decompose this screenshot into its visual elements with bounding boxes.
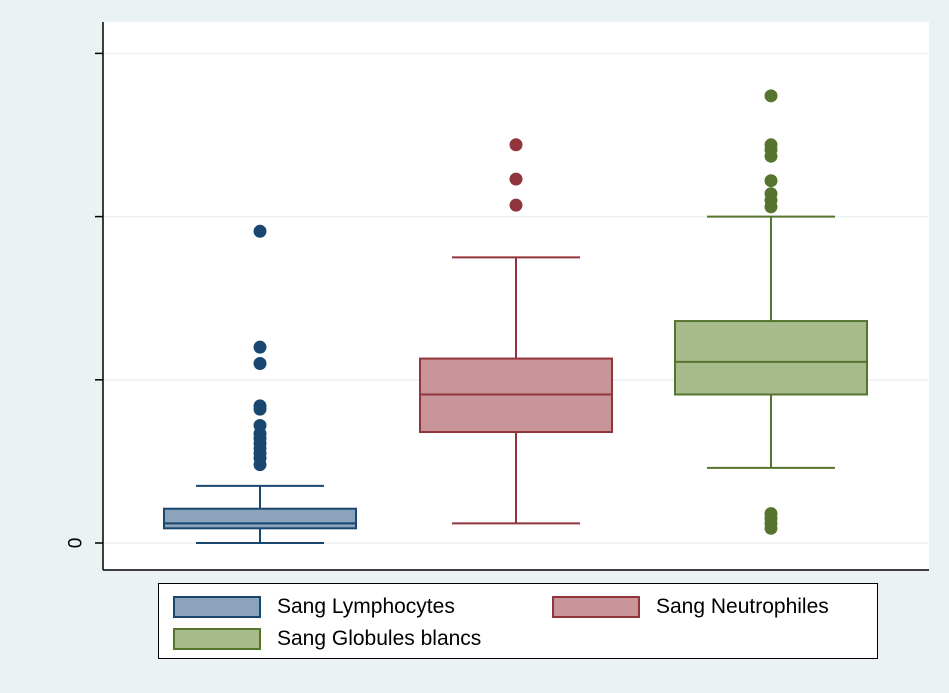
outlier-point-0-9 bbox=[253, 399, 267, 413]
legend-label-lymphocytes: Sang Lymphocytes bbox=[277, 595, 455, 618]
y-axis-ticks: 0 bbox=[66, 52, 103, 549]
outlier-point-2-7 bbox=[764, 174, 778, 188]
y-tick-label-0: 0 bbox=[66, 538, 87, 549]
outlier-point-2-6 bbox=[764, 187, 778, 201]
outlier-point-0-12 bbox=[253, 224, 267, 238]
outlier-point-2-3 bbox=[764, 507, 778, 521]
legend-item-lymphocytes: Sang Lymphocytes bbox=[173, 593, 455, 621]
outlier-point-1-2 bbox=[509, 138, 523, 152]
boxes bbox=[163, 89, 868, 544]
legend-swatch-globules-blancs bbox=[173, 628, 261, 650]
outlier-point-0-11 bbox=[253, 340, 267, 354]
legend-swatch-lymphocytes bbox=[173, 596, 261, 618]
iqr-box-0 bbox=[163, 507, 357, 530]
outlier-point-2-11 bbox=[764, 89, 778, 103]
outlier-point-1-1 bbox=[509, 172, 523, 186]
legend-label-neutrophiles: Sang Neutrophiles bbox=[656, 595, 829, 618]
box-series-2 bbox=[674, 89, 868, 535]
outlier-point-2-10 bbox=[764, 138, 778, 152]
legend-item-neutrophiles: Sang Neutrophiles bbox=[552, 593, 829, 621]
legend: Sang Lymphocytes Sang Neutrophiles Sang … bbox=[158, 583, 878, 659]
legend-item-globules-blancs: Sang Globules blancs bbox=[173, 625, 481, 653]
outlier-point-0-10 bbox=[253, 356, 267, 370]
legend-label-globules-blancs: Sang Globules blancs bbox=[277, 627, 482, 650]
outlier-point-0-7 bbox=[253, 418, 267, 432]
box-series-1 bbox=[419, 138, 613, 525]
outlier-point-1-0 bbox=[509, 198, 523, 212]
legend-swatch-neutrophiles bbox=[552, 596, 640, 618]
box-series-0 bbox=[163, 224, 357, 544]
iqr-box-2 bbox=[674, 320, 868, 396]
